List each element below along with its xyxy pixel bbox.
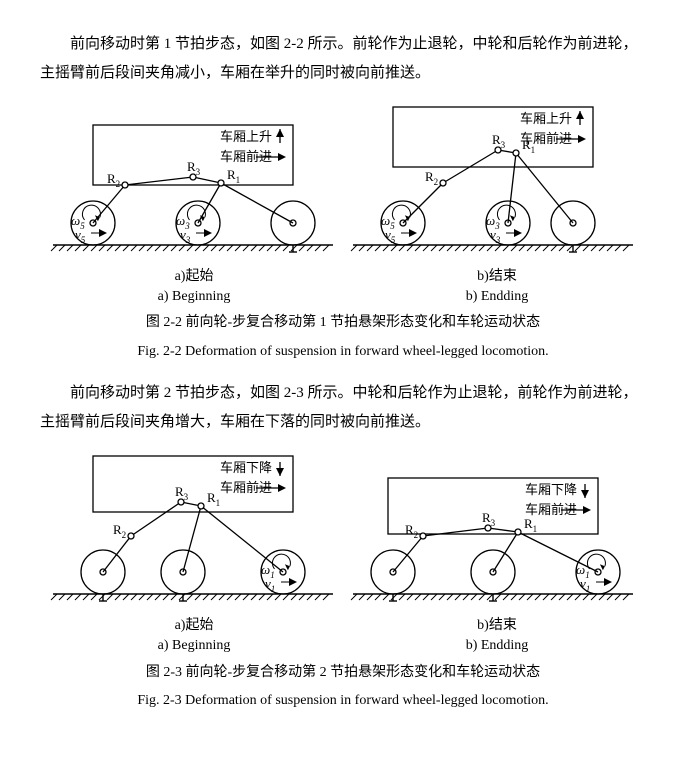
svg-text:R1: R1: [227, 167, 240, 185]
fig23-sub-a-en: a) Beginning: [158, 636, 231, 656]
paragraph-2: 前向移动时第 2 节拍步态，如图 2-3 所示。中轮和后轮作为止退轮，前轮作为前…: [40, 379, 646, 436]
svg-text:R2: R2: [113, 522, 126, 540]
fig22-sub-a-en: a) Beginning: [158, 287, 231, 307]
svg-text:R2: R2: [425, 169, 438, 187]
fig22-sub-b-cn: b)结束: [466, 267, 529, 287]
svg-text:车厢下降: 车厢下降: [220, 460, 272, 475]
svg-text:车厢下降: 车厢下降: [525, 482, 577, 497]
svg-text:R2: R2: [405, 522, 418, 540]
fig23-caption-cn: 图 2-3 前向轮-步复合移动第 2 节拍悬架形态变化和车轮运动状态: [40, 660, 646, 687]
svg-text:车厢上升: 车厢上升: [520, 111, 572, 126]
figure-2-3-svg: 车厢下降车厢前进R2R3R1ω1v1车厢下降车厢前进R2R3R1ω1v1: [43, 444, 643, 614]
svg-text:车厢前进: 车厢前进: [525, 502, 577, 517]
fig22-sub-b-en: b) Endding: [466, 287, 529, 307]
fig23-sub-b-en: b) Endding: [466, 636, 529, 656]
figure-2-3-sublabels: a)起始 a) Beginning b)结束 b) Endding: [40, 616, 646, 655]
fig22-sub-a-cn: a)起始: [158, 267, 231, 287]
fig23-sub-a-cn: a)起始: [158, 616, 231, 636]
fig23-sub-b-cn: b)结束: [466, 616, 529, 636]
fig23-caption-en: Fig. 2-3 Deformation of suspension in fo…: [40, 688, 646, 715]
svg-text:车厢前进: 车厢前进: [220, 480, 272, 495]
svg-text:R2: R2: [107, 171, 120, 189]
fig22-caption-cn: 图 2-2 前向轮-步复合移动第 1 节拍悬架形态变化和车轮运动状态: [40, 310, 646, 337]
svg-text:车厢上升: 车厢上升: [220, 129, 272, 144]
figure-2-3: 车厢下降车厢前进R2R3R1ω1v1车厢下降车厢前进R2R3R1ω1v1 a)起…: [40, 444, 646, 714]
figure-2-2: 车厢上升车厢前进R2R3R1ω5v5ω3v3车厢上升车厢前进R2R3R1ω5v5…: [40, 95, 646, 365]
svg-text:R1: R1: [524, 516, 537, 534]
figure-2-2-sublabels: a)起始 a) Beginning b)结束 b) Endding: [40, 267, 646, 306]
fig22-caption-en: Fig. 2-2 Deformation of suspension in fo…: [40, 339, 646, 366]
paragraph-1: 前向移动时第 1 节拍步态，如图 2-2 所示。前轮作为止退轮，中轮和后轮作为前…: [40, 30, 646, 87]
svg-text:车厢前进: 车厢前进: [220, 149, 272, 164]
svg-text:R1: R1: [207, 490, 220, 508]
figure-2-2-svg: 车厢上升车厢前进R2R3R1ω5v5ω3v3车厢上升车厢前进R2R3R1ω5v5…: [43, 95, 643, 265]
